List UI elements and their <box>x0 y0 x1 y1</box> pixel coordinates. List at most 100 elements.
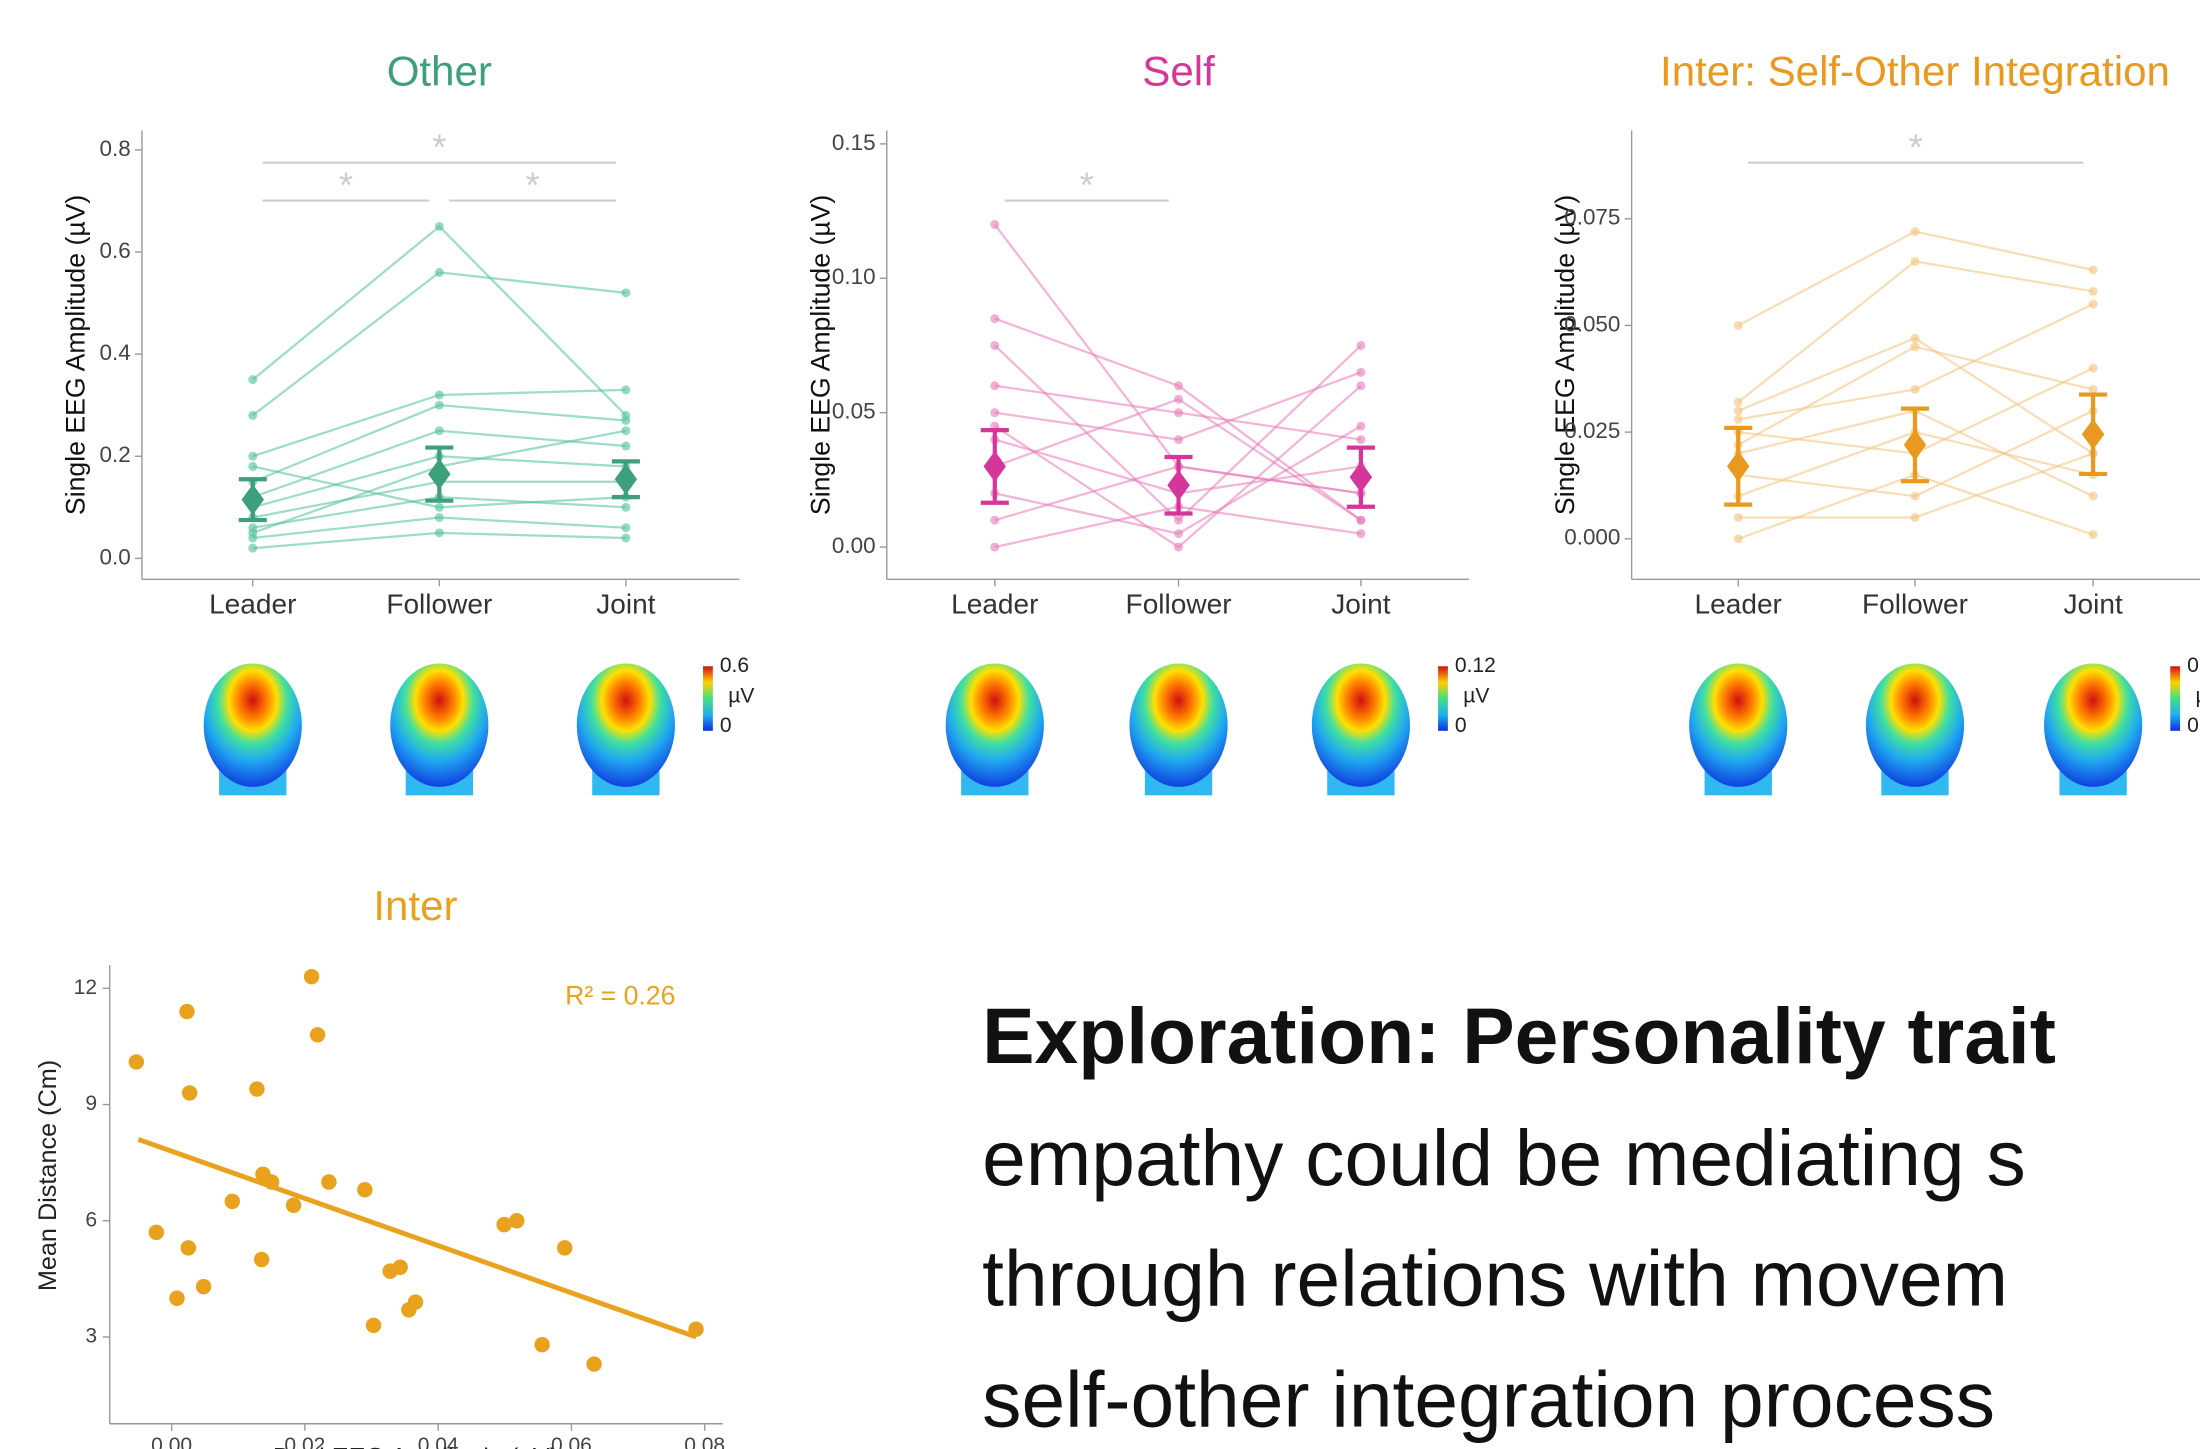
colorbar <box>2170 666 2180 731</box>
y-tick-label: 0.4 <box>100 340 131 365</box>
subject-point <box>990 381 999 390</box>
subject-point <box>1174 529 1183 538</box>
subject-point <box>1174 435 1183 444</box>
x-tick-label: Joint <box>1331 588 1390 619</box>
colorbar <box>703 666 713 731</box>
subject-point <box>2089 364 2098 373</box>
subject-point <box>1910 334 1919 343</box>
subject-point <box>1356 516 1365 525</box>
colorbar-min: 0 <box>1455 714 1467 737</box>
point <box>225 1194 240 1209</box>
colorbar-max: 0.6 <box>720 654 749 677</box>
subject-point <box>435 426 444 435</box>
subject-point <box>621 442 630 451</box>
colorbar-min: 0 <box>720 714 732 737</box>
point <box>264 1174 279 1189</box>
head <box>1689 663 1787 786</box>
point <box>310 1027 325 1042</box>
y-tick-label: 0.15 <box>832 130 876 155</box>
topomap <box>1866 663 1964 795</box>
y-tick-label: 0.0 <box>100 544 131 569</box>
significance-label: * <box>339 165 353 206</box>
subject-point <box>621 523 630 532</box>
chart-title: Other <box>387 47 492 94</box>
y-tick-label: 3 <box>85 1325 97 1348</box>
x-tick-label: Leader <box>1695 588 1782 619</box>
subject-point <box>1734 534 1743 543</box>
x-tick-label: Follower <box>1126 588 1232 619</box>
subject-point <box>1174 516 1183 525</box>
subject-point <box>1356 341 1365 350</box>
subject-point <box>1734 398 1743 407</box>
subject-point <box>1734 415 1743 424</box>
point <box>534 1337 549 1352</box>
x-tick-label: Follower <box>1862 588 1968 619</box>
subject-point <box>2089 530 2098 539</box>
colorbar-unit: µV <box>2196 685 2200 708</box>
x-tick-label: 0.08 <box>684 1434 725 1449</box>
colorbar-max: 0.12 <box>1455 654 1496 677</box>
subject-point <box>2089 287 2098 296</box>
colorbar-unit: µV <box>728 685 754 708</box>
subject-line <box>995 225 1361 494</box>
subject-point <box>248 375 257 384</box>
y-tick-label: 0.000 <box>1564 525 1620 550</box>
page: {"chart_data":[ {"type":"line","title":"… <box>0 0 2200 1449</box>
point <box>357 1182 372 1197</box>
mean-marker <box>1350 462 1372 493</box>
subject-point <box>1174 543 1183 552</box>
subject-point <box>621 533 630 542</box>
point <box>304 969 319 984</box>
point <box>321 1174 336 1189</box>
x-axis-label: Dual EEG Amplitude (µV) <box>273 1443 558 1449</box>
point <box>392 1260 407 1275</box>
subject-point <box>435 390 444 399</box>
y-axis-label: Mean Distance (Cm) <box>34 1060 62 1291</box>
annotation: R² = 0.26 <box>565 980 675 1010</box>
subject-point <box>1356 422 1365 431</box>
point <box>169 1291 184 1306</box>
chart-title: Self <box>1142 47 1215 94</box>
subject-point <box>1356 435 1365 444</box>
point <box>586 1356 601 1371</box>
x-tick-label: Leader <box>209 588 296 619</box>
topomap <box>1312 663 1410 795</box>
subject-point <box>1910 385 1919 394</box>
point <box>366 1318 381 1333</box>
y-tick-label: 0.10 <box>832 264 876 289</box>
mean-marker <box>428 459 450 490</box>
y-tick-label: 0.6 <box>100 238 131 263</box>
subject-point <box>990 516 999 525</box>
subject-point <box>990 408 999 417</box>
x-tick-label: Joint <box>596 588 655 619</box>
significance-label: * <box>1909 127 1923 168</box>
y-tick-label: 0.00 <box>832 533 876 558</box>
subject-point <box>990 314 999 323</box>
head <box>1312 663 1410 786</box>
subject-line <box>253 226 626 415</box>
y-tick-label: 0.025 <box>1564 418 1620 443</box>
x-tick-label: 0.00 <box>151 1434 192 1449</box>
mean-marker <box>1727 451 1749 482</box>
y-tick-label: 0.8 <box>100 136 131 161</box>
topomap <box>204 663 302 795</box>
significance-label: * <box>432 127 446 168</box>
head <box>390 663 488 786</box>
subject-point <box>1734 406 1743 415</box>
heading: Exploration: Personality trait <box>982 992 2056 1080</box>
subject-point <box>435 503 444 512</box>
subject-point <box>2089 492 2098 501</box>
subject-point <box>248 528 257 537</box>
point <box>557 1240 572 1255</box>
head <box>1129 663 1227 786</box>
subject-point <box>1734 513 1743 522</box>
x-tick-label: Joint <box>2063 588 2122 619</box>
subject-line <box>1738 475 2093 539</box>
subject-point <box>990 220 999 229</box>
y-tick-label: 12 <box>74 976 97 999</box>
mean-marker <box>2082 419 2104 450</box>
y-tick-label: 0.075 <box>1564 205 1620 230</box>
topomap <box>1689 663 1787 795</box>
chart-title: Inter: Self-Other Integration <box>1660 47 2170 94</box>
y-tick-label: 9 <box>85 1092 97 1115</box>
